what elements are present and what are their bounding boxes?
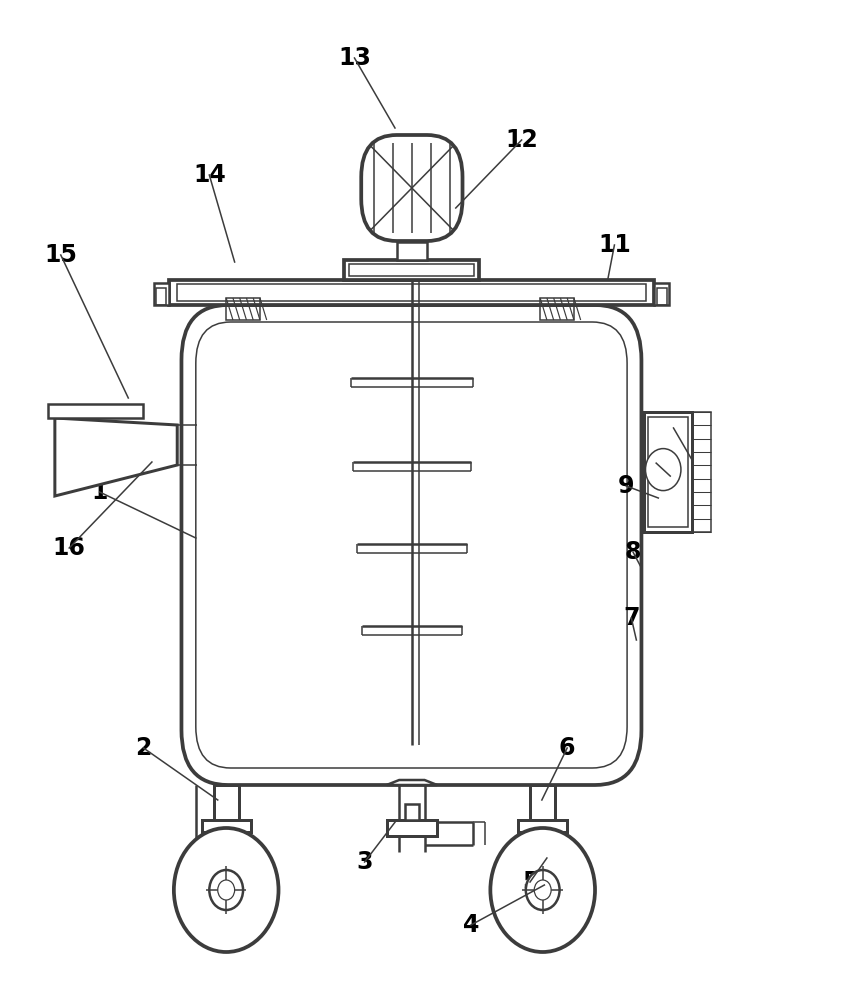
- Bar: [169, 280, 654, 305]
- Text: 10: 10: [657, 416, 690, 440]
- Bar: [48, 404, 143, 418]
- Text: 9: 9: [618, 474, 635, 498]
- Bar: [654, 283, 669, 305]
- Polygon shape: [55, 418, 177, 496]
- Bar: [405, 804, 419, 820]
- Bar: [644, 412, 692, 532]
- Bar: [156, 288, 166, 305]
- Bar: [349, 264, 474, 276]
- Circle shape: [534, 880, 551, 900]
- Text: 5: 5: [522, 870, 538, 894]
- FancyBboxPatch shape: [361, 135, 463, 241]
- FancyBboxPatch shape: [181, 305, 641, 785]
- Bar: [540, 298, 574, 320]
- Bar: [226, 298, 260, 320]
- Bar: [154, 283, 169, 305]
- Bar: [202, 820, 251, 832]
- Text: 11: 11: [598, 233, 630, 257]
- Bar: [518, 820, 567, 832]
- Text: 13: 13: [338, 46, 371, 70]
- Text: 6: 6: [559, 736, 576, 760]
- Circle shape: [490, 828, 595, 952]
- Circle shape: [209, 870, 243, 910]
- Bar: [397, 242, 427, 260]
- Bar: [214, 785, 239, 820]
- Bar: [530, 785, 555, 820]
- Text: 15: 15: [45, 243, 77, 267]
- Text: 4: 4: [463, 913, 479, 937]
- Bar: [648, 417, 688, 527]
- Text: 14: 14: [193, 163, 225, 187]
- Text: 1: 1: [91, 480, 108, 504]
- Circle shape: [646, 449, 681, 491]
- Bar: [657, 288, 667, 305]
- Polygon shape: [387, 780, 437, 785]
- Text: 7: 7: [623, 606, 640, 630]
- Bar: [692, 412, 711, 532]
- Bar: [387, 820, 437, 836]
- Text: 3: 3: [356, 850, 373, 874]
- Text: 16: 16: [53, 536, 85, 560]
- Circle shape: [174, 828, 279, 952]
- Text: 12: 12: [506, 128, 538, 152]
- Circle shape: [218, 880, 235, 900]
- Circle shape: [526, 870, 560, 910]
- Text: 8: 8: [625, 540, 641, 564]
- Text: 2: 2: [135, 736, 152, 760]
- Bar: [177, 284, 646, 301]
- Bar: [344, 260, 479, 280]
